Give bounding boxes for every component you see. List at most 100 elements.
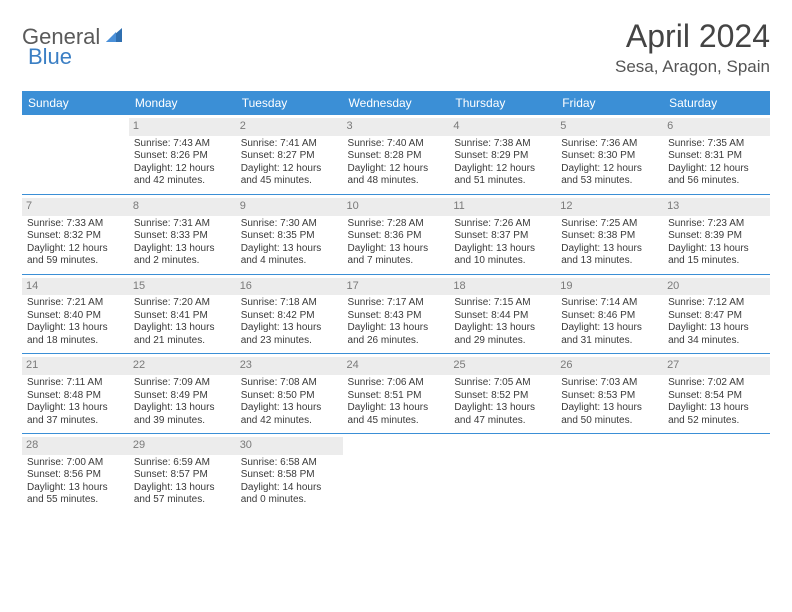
dayheader-tue: Tuesday	[236, 91, 343, 115]
cell-sunset: Sunset: 8:50 PM	[241, 390, 338, 403]
calendar-cell: 26Sunrise: 7:03 AMSunset: 8:53 PMDayligh…	[556, 354, 663, 434]
cell-daylight1: Daylight: 13 hours	[134, 482, 231, 495]
cell-sunrise: Sunrise: 7:26 AM	[454, 218, 551, 231]
calendar-cell	[343, 434, 450, 513]
cell-daylight2: and 45 minutes.	[348, 415, 445, 428]
day-number: 16	[236, 278, 343, 296]
calendar-cell: 22 Sunrise: 7:09 AMSunset: 8:49 PMDayligh…	[129, 354, 236, 434]
cell-daylight2: and 23 minutes.	[241, 335, 338, 348]
calendar-cell: 14Sunrise: 7:21 AMSunset: 8:40 PMDayligh…	[22, 274, 129, 354]
cell-daylight2: and 4 minutes.	[241, 255, 338, 268]
cell-daylight1: Daylight: 13 hours	[348, 402, 445, 415]
day-number: 20	[663, 278, 770, 296]
calendar-cell	[449, 434, 556, 513]
day-number: 3	[343, 118, 450, 136]
cell-sunset: Sunset: 8:35 PM	[241, 230, 338, 243]
cell-daylight2: and 34 minutes.	[668, 335, 765, 348]
cell-sunrise: Sunrise: 7:17 AM	[348, 297, 445, 310]
cell-sunrise: Sunrise: 7:18 AM	[241, 297, 338, 310]
calendar-table: Sunday Monday Tuesday Wednesday Thursday…	[22, 91, 770, 513]
cell-daylight2: and 47 minutes.	[454, 415, 551, 428]
month-title: April 2024	[615, 18, 770, 55]
cell-daylight2: and 52 minutes.	[668, 415, 765, 428]
cell-sunset: Sunset: 8:33 PM	[134, 230, 231, 243]
cell-daylight1: Daylight: 13 hours	[348, 322, 445, 335]
cell-sunrise: Sunrise: 7:43 AM	[134, 138, 231, 151]
brand-part2: Blue	[28, 44, 72, 69]
cell-sunset: Sunset: 8:36 PM	[348, 230, 445, 243]
calendar-cell: 9Sunrise: 7:30 AMSunset: 8:35 PMDaylight…	[236, 194, 343, 274]
cell-daylight1: Daylight: 13 hours	[134, 402, 231, 415]
cell-daylight1: Daylight: 12 hours	[561, 163, 658, 176]
cell-sunset: Sunset: 8:28 PM	[348, 150, 445, 163]
calendar-cell: 8Sunrise: 7:31 AMSunset: 8:33 PMDaylight…	[129, 194, 236, 274]
day-number: 8	[129, 198, 236, 216]
cell-daylight2: and 55 minutes.	[27, 494, 124, 507]
cell-daylight1: Daylight: 13 hours	[241, 402, 338, 415]
header: General April 2024 Sesa, Aragon, Spain	[22, 18, 770, 77]
dayheader-fri: Friday	[556, 91, 663, 115]
cell-sunrise: Sunrise: 7:36 AM	[561, 138, 658, 151]
cell-daylight2: and 39 minutes.	[134, 415, 231, 428]
cell-daylight2: and 53 minutes.	[561, 175, 658, 188]
calendar-cell: 27Sunrise: 7:02 AMSunset: 8:54 PMDayligh…	[663, 354, 770, 434]
calendar-cell: 23Sunrise: 7:08 AMSunset: 8:50 PMDayligh…	[236, 354, 343, 434]
cell-daylight1: Daylight: 13 hours	[27, 322, 124, 335]
day-number: 5	[556, 118, 663, 136]
cell-sunset: Sunset: 8:27 PM	[241, 150, 338, 163]
calendar-row: 1Sunrise: 7:43 AMSunset: 8:26 PMDaylight…	[22, 115, 770, 194]
day-number: 13	[663, 198, 770, 216]
calendar-cell: 24Sunrise: 7:06 AMSunset: 8:51 PMDayligh…	[343, 354, 450, 434]
cell-daylight1: Daylight: 12 hours	[27, 243, 124, 256]
cell-daylight2: and 57 minutes.	[134, 494, 231, 507]
calendar-cell: 4Sunrise: 7:38 AMSunset: 8:29 PMDaylight…	[449, 115, 556, 194]
cell-sunrise: Sunrise: 7:38 AM	[454, 138, 551, 151]
cell-sunrise: Sunrise: 7:09 AM	[134, 377, 231, 390]
day-number: 10	[343, 198, 450, 216]
cell-sunset: Sunset: 8:42 PM	[241, 310, 338, 323]
calendar-cell: 30Sunrise: 6:58 AMSunset: 8:58 PMDayligh…	[236, 434, 343, 513]
day-number: 6	[663, 118, 770, 136]
cell-daylight1: Daylight: 13 hours	[27, 482, 124, 495]
cell-sunset: Sunset: 8:47 PM	[668, 310, 765, 323]
day-number: 22	[129, 357, 236, 375]
cell-sunset: Sunset: 8:43 PM	[348, 310, 445, 323]
calendar-cell: 7Sunrise: 7:33 AMSunset: 8:32 PMDaylight…	[22, 194, 129, 274]
cell-sunrise: Sunrise: 7:33 AM	[27, 218, 124, 231]
cell-sunrise: Sunrise: 7:05 AM	[454, 377, 551, 390]
cell-daylight2: and 56 minutes.	[668, 175, 765, 188]
day-number: 12	[556, 198, 663, 216]
cell-sunset: Sunset: 8:51 PM	[348, 390, 445, 403]
day-number: 7	[22, 198, 129, 216]
cell-sunrise: Sunrise: 7:06 AM	[348, 377, 445, 390]
cell-daylight2: and 37 minutes.	[27, 415, 124, 428]
day-number: 15	[129, 278, 236, 296]
cell-daylight2: and 59 minutes.	[27, 255, 124, 268]
calendar-cell: 15Sunrise: 7:20 AMSunset: 8:41 PMDayligh…	[129, 274, 236, 354]
title-block: April 2024 Sesa, Aragon, Spain	[615, 18, 770, 77]
cell-daylight2: and 7 minutes.	[348, 255, 445, 268]
cell-daylight1: Daylight: 13 hours	[454, 322, 551, 335]
calendar-cell: 11Sunrise: 7:26 AMSunset: 8:37 PMDayligh…	[449, 194, 556, 274]
cell-sunrise: Sunrise: 6:59 AM	[134, 457, 231, 470]
cell-sunset: Sunset: 8:29 PM	[454, 150, 551, 163]
day-number: 29	[129, 437, 236, 455]
cell-sunset: Sunset: 8:52 PM	[454, 390, 551, 403]
calendar-cell: 21Sunrise: 7:11 AMSunset: 8:48 PMDayligh…	[22, 354, 129, 434]
cell-sunset: Sunset: 8:57 PM	[134, 469, 231, 482]
calendar-cell: 25Sunrise: 7:05 AMSunset: 8:52 PMDayligh…	[449, 354, 556, 434]
cell-daylight1: Daylight: 13 hours	[668, 402, 765, 415]
day-number: 17	[343, 278, 450, 296]
cell-daylight2: and 48 minutes.	[348, 175, 445, 188]
calendar-cell: 17Sunrise: 7:17 AMSunset: 8:43 PMDayligh…	[343, 274, 450, 354]
cell-sunset: Sunset: 8:49 PM	[134, 390, 231, 403]
calendar-row: 14Sunrise: 7:21 AMSunset: 8:40 PMDayligh…	[22, 274, 770, 354]
calendar-cell: 20Sunrise: 7:12 AMSunset: 8:47 PMDayligh…	[663, 274, 770, 354]
cell-sunrise: Sunrise: 7:00 AM	[27, 457, 124, 470]
day-number: 14	[22, 278, 129, 296]
cell-sunrise: Sunrise: 7:14 AM	[561, 297, 658, 310]
calendar-cell: 10Sunrise: 7:28 AMSunset: 8:36 PMDayligh…	[343, 194, 450, 274]
day-number: 28	[22, 437, 129, 455]
calendar-body: 1Sunrise: 7:43 AMSunset: 8:26 PMDaylight…	[22, 115, 770, 513]
day-number: 18	[449, 278, 556, 296]
